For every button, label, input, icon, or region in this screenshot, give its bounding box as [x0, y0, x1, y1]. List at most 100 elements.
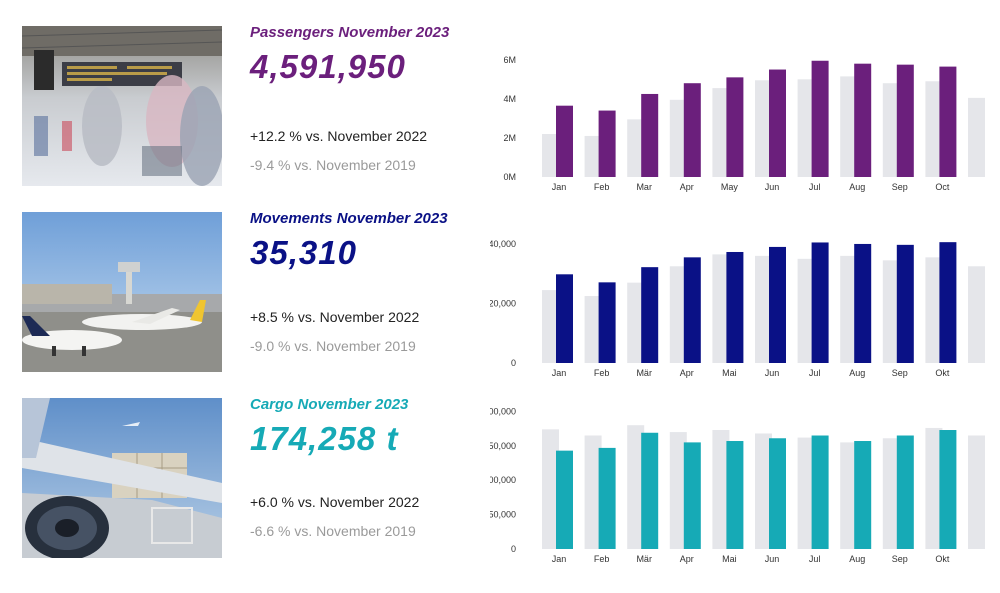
cargo-prior-year-bar — [882, 438, 900, 549]
passengers-current-year-bar — [769, 69, 786, 177]
cargo-prior-year-bar — [627, 425, 645, 549]
passengers-y-tick-label: 4M — [503, 94, 516, 104]
cargo-prior-year-bar — [840, 442, 858, 549]
passengers-chart-svg: 0M 2M 4M 6M Jan Feb Mar Apr May Jun Jul Aug Sep Oct — [503, 55, 985, 192]
movements-x-tick-label: Aug — [849, 368, 865, 378]
cargo-current-year-bar — [598, 447, 616, 549]
cargo-value: 174,258 t — [250, 420, 399, 457]
cargo-x-tick-label: Aug — [849, 554, 865, 564]
passengers-prior-year-bar — [584, 135, 602, 177]
cargo-prior-year-bar — [925, 427, 943, 549]
movements-x-tick-label: Jul — [809, 368, 821, 378]
passengers-prior-year-bar — [627, 119, 645, 177]
cargo-x-tick-label: Okt — [935, 554, 950, 564]
cargo-chart-svg: 0 50,000 100,000 150,000 200,000 Jan Feb Mär Apr… — [490, 406, 985, 564]
cargo-x-tick-label: Mai — [722, 554, 737, 564]
movements-prior-year-bar — [669, 266, 687, 363]
cargo-current-year-bar — [854, 441, 872, 549]
aircraft-apron-photo — [22, 212, 222, 372]
passengers-current-year-bar — [854, 63, 872, 177]
passengers-title: Passengers November 2023 — [250, 24, 450, 41]
cargo-vs-2019: -6.6 % vs. November 2019 — [250, 523, 416, 539]
movements-value: 35,310 — [250, 234, 357, 271]
movements-prior-year-bar — [542, 290, 559, 363]
cargo-current-year-bar — [769, 438, 786, 549]
passengers-prior-year-bar — [925, 81, 943, 177]
passengers-current-year-bar — [556, 105, 573, 177]
cargo-current-year-bar — [683, 442, 701, 549]
cargo-y-tick-label: 100,000 — [490, 475, 516, 485]
passengers-vs-2019: -9.4 % vs. November 2019 — [250, 157, 416, 173]
passengers-prior-year-bar — [542, 134, 559, 177]
movements-y-tick-label: 0 — [511, 358, 516, 368]
movements-prior-year-bar — [584, 296, 602, 363]
cargo-current-year-bar — [811, 435, 829, 549]
passengers-prior-year-bar — [968, 97, 985, 177]
passengers-x-tick-label: Sep — [892, 182, 908, 192]
movements-current-year-bar — [556, 274, 573, 363]
cargo-x-tick-label: Mär — [636, 554, 652, 564]
cargo-current-year-bar — [726, 441, 744, 549]
cargo-loading-photo — [22, 398, 222, 558]
passengers-prior-year-bar — [797, 79, 815, 177]
passengers-current-year-bar — [641, 93, 659, 177]
cargo-y-tick-label: 200,000 — [490, 406, 516, 416]
cargo-prior-year-bar — [797, 437, 815, 549]
cargo-y-tick-label: 150,000 — [490, 441, 516, 451]
passengers-current-year-bar — [598, 110, 616, 177]
cargo-x-tick-label: Jul — [809, 554, 821, 564]
movements-x-tick-label: Mär — [636, 368, 652, 378]
passengers-current-year-bar — [896, 64, 914, 177]
cargo-current-year-bar — [939, 430, 957, 549]
passengers-prior-year-bar — [755, 80, 772, 177]
movements-prior-year-bar — [840, 255, 858, 363]
cargo-x-tick-label: Feb — [594, 554, 610, 564]
cargo-chart: 0 50,000 100,000 150,000 200,000 Jan Feb Mär Apr… — [490, 398, 990, 570]
cargo-current-year-bar — [641, 432, 659, 549]
movements-x-tick-label: Jan — [552, 368, 567, 378]
movements-title: Movements November 2023 — [250, 210, 448, 227]
movements-y-tick-label: 20,000 — [490, 298, 516, 308]
movements-x-tick-label: Mai — [722, 368, 737, 378]
cargo-x-tick-label: Jan — [552, 554, 567, 564]
cargo-y-tick-label: 0 — [511, 544, 516, 554]
passengers-panel: Passengers November 2023 4,591,950 +12.2… — [0, 20, 1000, 200]
cargo-x-tick-label: Jun — [765, 554, 780, 564]
movements-current-year-bar — [641, 267, 659, 363]
passengers-y-tick-label: 0M — [503, 172, 516, 182]
cargo-prior-year-bar — [542, 429, 559, 549]
movements-current-year-bar — [598, 282, 616, 363]
cargo-prior-year-bar — [968, 435, 985, 549]
movements-prior-year-bar — [712, 254, 730, 363]
movements-y-tick-label: 40,000 — [490, 239, 516, 249]
movements-current-year-bar — [769, 246, 786, 363]
passengers-x-tick-label: Aug — [849, 182, 865, 192]
passengers-prior-year-bar — [712, 88, 730, 177]
passengers-current-year-bar — [811, 60, 829, 177]
cargo-x-tick-label: Sep — [892, 554, 908, 564]
passengers-x-tick-label: Apr — [680, 182, 694, 192]
cargo-vs-2022: +6.0 % vs. November 2022 — [250, 494, 420, 510]
movements-prior-year-bar — [627, 282, 645, 363]
movements-chart: 0 20,000 40,000 Jan Feb Mär Apr Mai Jun Jul Aug Sep… — [490, 228, 990, 383]
passengers-x-tick-label: Jul — [809, 182, 821, 192]
movements-prior-year-bar — [925, 257, 943, 363]
cargo-x-tick-label: Apr — [680, 554, 694, 564]
passengers-x-tick-label: Jun — [765, 182, 780, 192]
passengers-x-tick-label: Feb — [594, 182, 610, 192]
cargo-prior-year-bar — [584, 435, 602, 549]
movements-x-tick-label: Jun — [765, 368, 780, 378]
passengers-chart: 0M 2M 4M 6M Jan Feb Mar Apr May Jun Jul Aug Sep Oct — [490, 38, 990, 195]
movements-vs-2019: -9.0 % vs. November 2019 — [250, 338, 416, 354]
cargo-current-year-bar — [556, 450, 573, 549]
movements-current-year-bar — [683, 257, 701, 363]
passengers-x-tick-label: Mar — [636, 182, 652, 192]
passengers-y-tick-label: 6M — [503, 55, 516, 65]
passengers-prior-year-bar — [669, 99, 687, 177]
movements-prior-year-bar — [882, 260, 900, 363]
movements-x-tick-label: Feb — [594, 368, 610, 378]
passengers-current-year-bar — [683, 83, 701, 177]
movements-chart-svg: 0 20,000 40,000 Jan Feb Mär Apr Mai Jun Jul Aug Sep… — [490, 239, 985, 378]
movements-x-tick-label: Sep — [892, 368, 908, 378]
movements-current-year-bar — [854, 243, 872, 363]
